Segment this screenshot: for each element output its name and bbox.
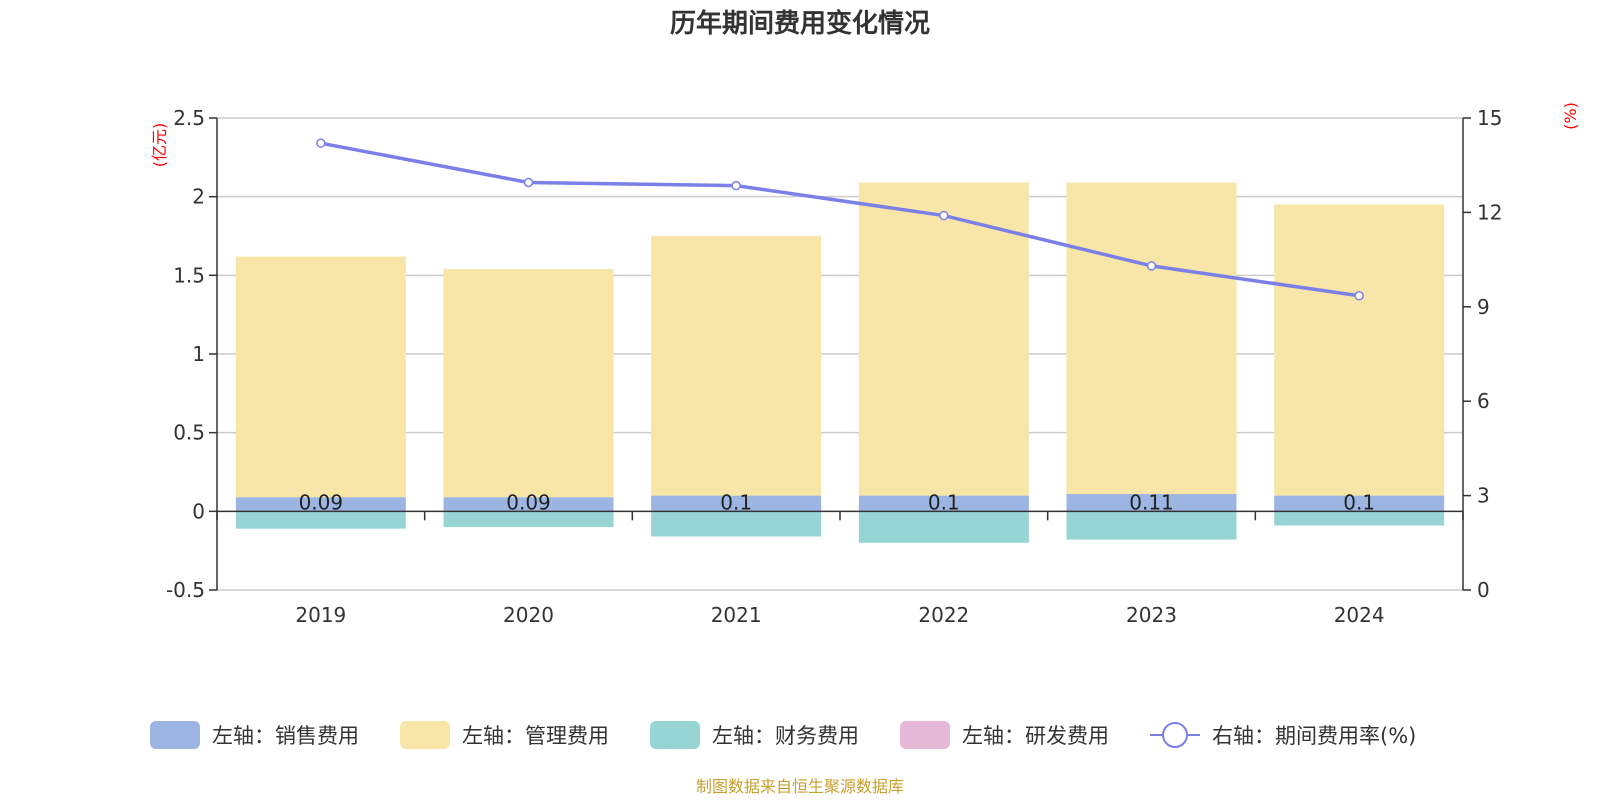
data-label: 0.1	[928, 490, 960, 514]
right-tick-label: 3	[1477, 484, 1490, 508]
line-point	[316, 138, 326, 148]
x-tick-label: 2019	[295, 603, 346, 627]
line-point	[1354, 291, 1364, 301]
bar-2022	[858, 182, 1029, 496]
x-tick-label: 2022	[918, 603, 969, 627]
left-tick-label: 1.5	[173, 263, 205, 287]
legend-label: 左轴：管理费用	[462, 724, 609, 748]
left-tick-label: 0.5	[173, 421, 205, 445]
grid-lines	[217, 117, 1463, 591]
bar-2020	[443, 269, 614, 498]
x-tick-label: 2021	[711, 603, 762, 627]
bar-2021	[651, 511, 822, 537]
left-tick-label: 0	[192, 499, 205, 523]
source-note: 制图数据来自恒生聚源数据库	[696, 777, 904, 796]
legend-swatch	[150, 721, 200, 749]
legend-item[interactable]: 右轴：期间费用率(%)	[1150, 722, 1416, 748]
line-series	[320, 141, 1360, 298]
bar-2020	[443, 511, 614, 528]
legend-swatch	[400, 721, 450, 749]
right-tick-label: 6	[1477, 389, 1490, 413]
chart-title: 历年期间费用变化情况	[670, 8, 930, 39]
right-tick-label: 15	[1477, 106, 1502, 130]
left-axis-unit: (亿元)	[150, 123, 169, 168]
line-layer	[316, 138, 1364, 301]
x-tick-label: 2024	[1334, 603, 1385, 627]
bar-2019	[235, 511, 406, 529]
bar-2019	[235, 497, 406, 512]
data-label: 0.1	[720, 490, 752, 514]
data-label: 0.11	[1129, 490, 1174, 514]
x-tick-label: 2023	[1126, 603, 1177, 627]
bar-2020	[443, 497, 614, 512]
bar-2022	[858, 495, 1029, 512]
line-point	[731, 180, 741, 191]
legend-swatch	[650, 721, 700, 749]
right-tick-label: 0	[1477, 578, 1490, 602]
left-tick-label: 2	[192, 185, 205, 209]
right-axis-unit: (%)	[1561, 102, 1580, 130]
left-tick-label: 1	[192, 342, 205, 366]
bar-2024	[1274, 204, 1445, 496]
data-labels: 0.09 0.09 0.1 0.1 0.11 0.1	[299, 490, 1376, 514]
legend-item[interactable]: 左轴：财务费用	[650, 721, 859, 749]
bar-2024	[1274, 511, 1445, 526]
legend-swatch	[900, 721, 950, 749]
bar-2024	[1274, 495, 1445, 512]
line-point	[1146, 261, 1157, 271]
right-tick-label: 9	[1477, 295, 1490, 319]
bar-2023	[1066, 511, 1237, 540]
x-tick-label: 2020	[503, 603, 554, 627]
left-tick-label: 2.5	[173, 106, 205, 130]
legend: 左轴：销售费用 左轴：管理费用 左轴：财务费用 左轴：研发费用 右轴：期间费用率(%)	[150, 721, 1416, 749]
data-label: 0.1	[1343, 490, 1375, 514]
data-label: 0.09	[299, 490, 344, 514]
left-tick-label: -0.5	[166, 578, 205, 602]
legend-label: 右轴：期间费用率(%)	[1212, 724, 1416, 748]
legend-item[interactable]: 左轴：管理费用	[400, 721, 609, 749]
bar-2023	[1066, 494, 1237, 512]
axes: 2.5 2 1.5 1 0.5 0 -0.5 15 12 9 6 3 0 (亿元) (%) 2019 2020 2…	[150, 102, 1580, 627]
bar-2021	[651, 495, 822, 512]
bar-2022	[858, 511, 1029, 543]
legend-label: 左轴：财务费用	[712, 724, 859, 748]
bar-layer	[235, 182, 1445, 543]
right-tick-label: 12	[1477, 200, 1502, 224]
bar-2019	[235, 256, 406, 498]
legend-label: 左轴：销售费用	[212, 724, 359, 748]
legend-item[interactable]: 左轴：研发费用	[900, 721, 1109, 749]
legend-marker	[1162, 722, 1188, 748]
data-label: 0.09	[506, 490, 551, 514]
legend-item[interactable]: 左轴：销售费用	[150, 721, 359, 749]
line-point	[523, 177, 534, 188]
bar-2021	[651, 236, 822, 496]
line-point	[939, 210, 949, 221]
legend-label: 左轴：研发费用	[962, 724, 1109, 748]
bar-2023	[1066, 182, 1237, 495]
